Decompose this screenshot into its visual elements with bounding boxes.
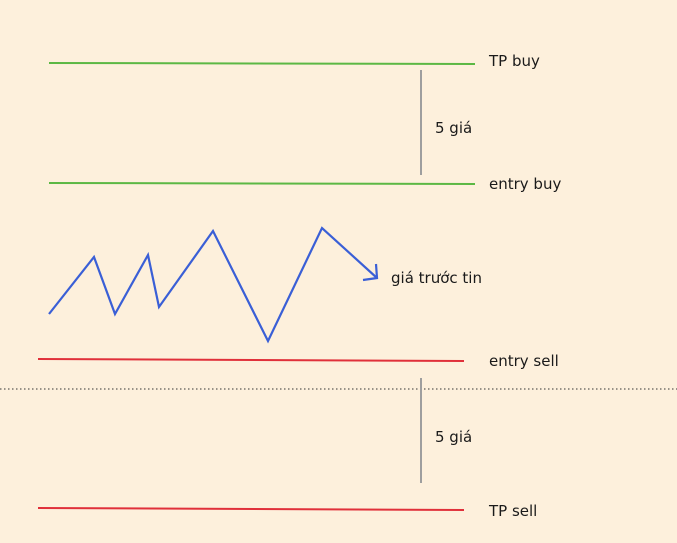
entry-buy-line bbox=[48, 182, 476, 185]
tp-sell-label: TP sell bbox=[489, 502, 538, 520]
tp-sell-line bbox=[37, 507, 465, 511]
tp-buy-line bbox=[48, 62, 476, 65]
entry-sell-line bbox=[37, 358, 465, 362]
entry-sell-label: entry sell bbox=[489, 352, 559, 370]
price-path bbox=[48, 226, 378, 344]
price-before-news-label: giá trước tin bbox=[391, 269, 482, 287]
price-arrow-head bbox=[362, 263, 379, 282]
gap-label-top: 5 giá bbox=[435, 119, 473, 137]
gap-label-bottom: 5 giá bbox=[435, 428, 473, 446]
entry-buy-label: entry buy bbox=[489, 175, 562, 193]
tp-buy-label: TP buy bbox=[489, 52, 540, 70]
